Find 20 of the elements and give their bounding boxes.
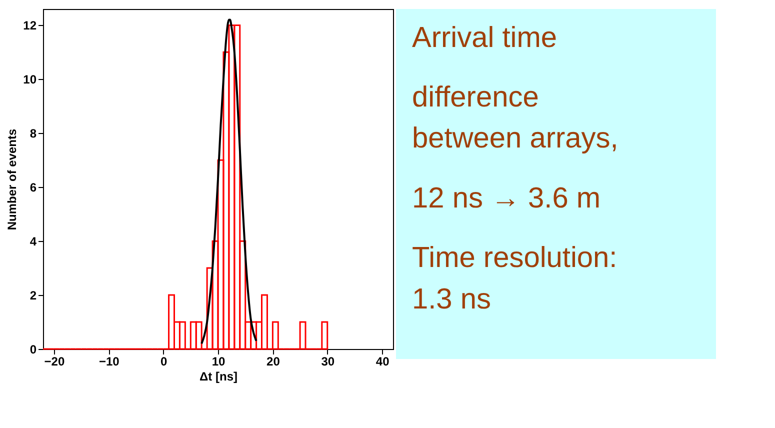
y-tick-label: 2 [30,288,37,303]
x-tick-label: −10 [98,354,120,368]
x-tick-label: 40 [376,354,390,368]
text: difference between arrays, [412,82,618,155]
x-tick-label: 30 [321,354,335,368]
x-tick-label: 0 [160,354,168,368]
text: Arrival time [412,22,558,54]
x-axis-title: Δt [ns] [200,370,238,384]
text: Time resolution: 1.3 ns [412,242,618,316]
y-tick-label: 8 [30,126,37,141]
x-tick-label: −20 [44,354,65,368]
y-axis-title: Number of events [5,128,20,230]
y-tick-label: 12 [23,18,37,33]
x-tick-label: 20 [266,354,280,368]
y-tick-label: 4 [30,234,37,249]
y-tick-label: 6 [30,180,37,195]
y-tick-label: 0 [30,342,37,356]
x-tick-label: 10 [212,354,226,368]
y-tick-label: 10 [23,72,37,87]
text: 12 ns → 3.6 m [412,182,601,214]
